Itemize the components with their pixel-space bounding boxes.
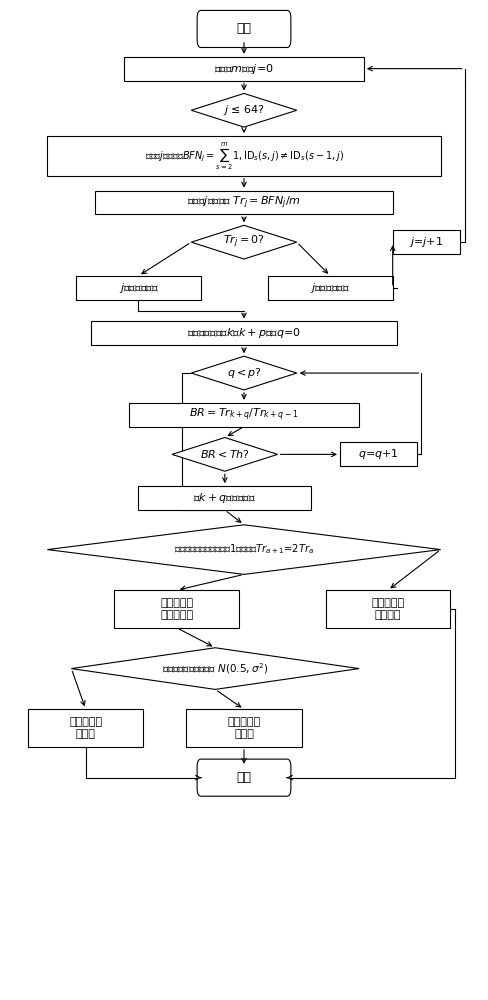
Polygon shape (47, 525, 441, 574)
Bar (340, 442, 417, 466)
Text: $BR < Th$?: $BR < Th$? (200, 448, 250, 460)
Bar (76, 276, 201, 300)
Bar (47, 136, 441, 176)
Text: 该字段是多
値字段: 该字段是多 値字段 (227, 717, 261, 739)
Bar (115, 590, 239, 628)
Text: 报文共$m$条，$j$=0: 报文共$m$条，$j$=0 (214, 62, 274, 76)
Text: $q < p$?: $q < p$? (226, 366, 262, 380)
Text: $j$=$j$+1: $j$=$j$+1 (409, 235, 443, 249)
Text: $j$属于不变区域: $j$属于不变区域 (119, 281, 159, 295)
Text: 报文第$j$位翻转数$BFN_j=\sum_{s=2}^{m}1, \mathrm{ID}_s(s,j)\neq\mathrm{ID}_s(s-1,j)$: 报文第$j$位翻转数$BFN_j=\sum_{s=2}^{m}1, \mathr… (144, 140, 344, 172)
Text: 字段位翻转率分布符合 $N(0.5,\sigma^2)$: 字段位翻转率分布符合 $N(0.5,\sigma^2)$ (162, 661, 268, 676)
Bar (124, 57, 364, 81)
FancyBboxPatch shape (197, 10, 291, 48)
Polygon shape (71, 648, 359, 689)
Text: 开始: 开始 (237, 22, 251, 35)
Polygon shape (172, 438, 278, 471)
Text: 该字段是校
验字段: 该字段是校 验字段 (69, 717, 102, 739)
Bar (90, 321, 398, 345)
Polygon shape (191, 356, 297, 390)
Text: 报文第$j$位翻转率 $Tr_j = BFN_j / m$: 报文第$j$位翻转率 $Tr_j = BFN_j / m$ (187, 194, 301, 211)
Text: 某可变字段数値连续增加1且字段内$Tr_{a+1}$=$2Tr_a$: 某可变字段数値连续增加1且字段内$Tr_{a+1}$=$2Tr_a$ (174, 543, 314, 556)
Text: 该字段是计
数器字段: 该字段是计 数器字段 (371, 598, 405, 620)
Text: $j$属于可变区域: $j$属于可变区域 (310, 281, 350, 295)
Bar (268, 276, 393, 300)
Text: $j$ ≤ 64?: $j$ ≤ 64? (223, 103, 265, 117)
Text: 该字段不是
计数器字段: 该字段不是 计数器字段 (160, 598, 193, 620)
Text: 结束: 结束 (237, 771, 251, 784)
Polygon shape (191, 225, 297, 259)
Text: 某可变区域占据$k$至$k+p$位，$q$=0: 某可变区域占据$k$至$k+p$位，$q$=0 (187, 326, 301, 340)
Bar (139, 486, 311, 510)
Text: 在$k+q$位划分字段: 在$k+q$位划分字段 (193, 491, 256, 505)
Bar (129, 403, 359, 427)
Text: $Tr_j = 0$?: $Tr_j = 0$? (223, 234, 265, 250)
Bar (28, 709, 143, 747)
FancyBboxPatch shape (197, 759, 291, 796)
Text: $q$=$q$+1: $q$=$q$+1 (358, 447, 399, 461)
Bar (393, 230, 460, 254)
Text: $BR = Tr_{k+q} / Tr_{k+q-1}$: $BR = Tr_{k+q} / Tr_{k+q-1}$ (189, 407, 299, 423)
Bar (95, 191, 393, 214)
Bar (186, 709, 302, 747)
Polygon shape (191, 93, 297, 127)
Bar (325, 590, 450, 628)
